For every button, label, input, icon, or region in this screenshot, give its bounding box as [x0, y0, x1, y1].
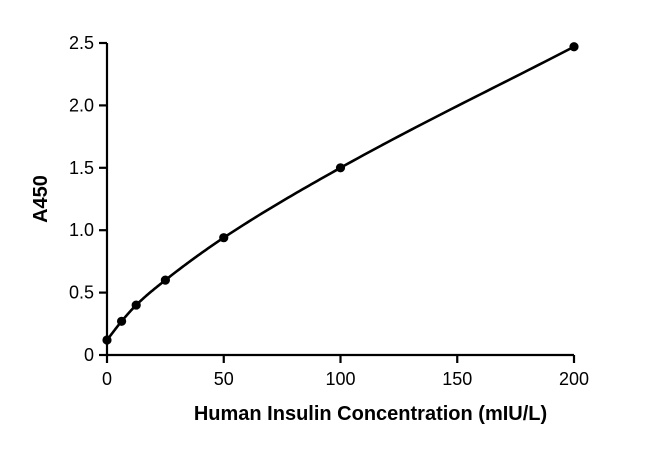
- y-tick-label: 2.5: [69, 33, 94, 53]
- x-tick-label: 100: [325, 369, 355, 389]
- x-tick-label: 50: [214, 369, 234, 389]
- x-tick-label: 0: [102, 369, 112, 389]
- data-point: [131, 300, 141, 310]
- data-point: [116, 316, 127, 326]
- x-axis-title: Human Insulin Concentration (mIU/L): [194, 403, 547, 425]
- fit-curve-layer: [105, 45, 576, 342]
- y-axis-ticks: 0 0.5 1.0 1.5 2.0 2.5: [69, 33, 107, 365]
- x-tick-label: 200: [559, 369, 589, 389]
- y-tick-label: 1.0: [69, 220, 94, 240]
- x-axis-ticks: 0 50 100 150 200: [102, 355, 589, 389]
- data-point: [335, 163, 346, 173]
- data-point: [219, 233, 229, 243]
- data-point: [569, 42, 579, 52]
- axes: 0 0.5 1.0 1.5 2.0 2.5 0 50 100 150 200: [69, 33, 589, 389]
- data-point: [102, 335, 112, 345]
- data-point: [160, 275, 170, 285]
- y-axis-title: A450: [30, 175, 52, 223]
- y-tick-label: 0: [84, 345, 94, 365]
- y-tick-label: 0.5: [69, 283, 94, 303]
- x-tick-label: 150: [442, 369, 472, 389]
- data-points-layer: [102, 42, 579, 345]
- y-tick-label: 2.0: [69, 95, 94, 115]
- fit-curve: [105, 45, 576, 342]
- y-tick-label: 1.5: [69, 158, 94, 178]
